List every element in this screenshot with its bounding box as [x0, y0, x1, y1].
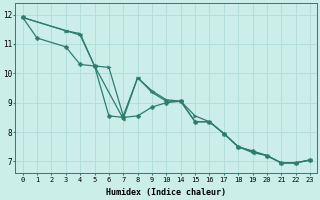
X-axis label: Humidex (Indice chaleur): Humidex (Indice chaleur)	[106, 188, 226, 197]
